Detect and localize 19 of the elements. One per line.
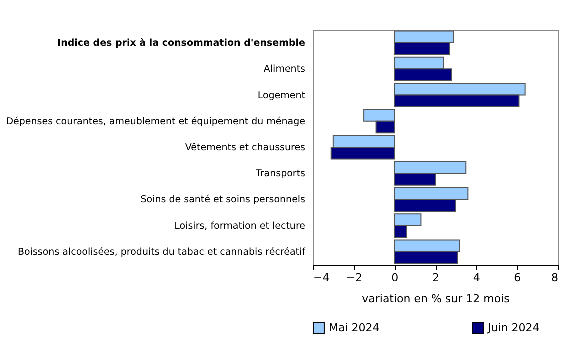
- y-tick-label: Logement: [258, 90, 306, 102]
- y-tick-label: Dépenses courantes, ameublement et équipement du ménage: [6, 116, 306, 128]
- x-tick-label: −4: [314, 272, 330, 284]
- x-tick-label: 4: [473, 272, 480, 284]
- y-tick-label: Indice des prix à la consommation d'ensemble: [58, 38, 306, 50]
- y-tick-label: Boissons alcoolisées, produits du tabac et cannabis récréatif: [18, 246, 306, 258]
- y-tick-label: Loisirs, formation et lecture: [174, 220, 306, 232]
- y-tick-label: Transports: [254, 168, 306, 180]
- x-tick-label: 2: [432, 272, 440, 284]
- legend-label: Mai 2024: [329, 321, 380, 334]
- legend-label: Juin 2024: [487, 321, 540, 334]
- y-tick-label: Soins de santé et soins personnels: [140, 194, 306, 206]
- x-tick-label: 6: [514, 272, 522, 284]
- x-tick-label: 8: [552, 272, 558, 284]
- y-tick-label: Vêtements et chaussures: [185, 142, 306, 154]
- x-tick-label: 0: [392, 272, 399, 284]
- x-axis-title: variation en % sur 12 mois: [362, 292, 510, 306]
- y-tick-label: Aliments: [264, 64, 306, 76]
- x-tick-label: −2: [346, 272, 362, 284]
